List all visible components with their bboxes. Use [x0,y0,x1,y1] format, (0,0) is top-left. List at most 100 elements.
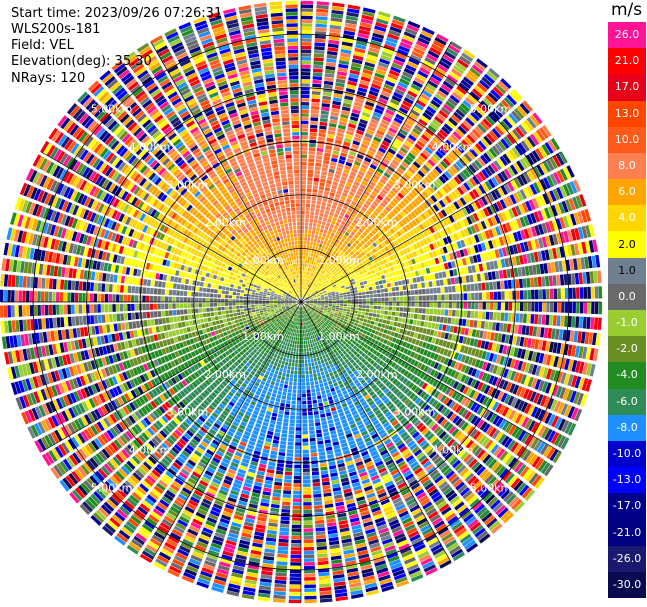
velocity-gate [363,190,370,197]
velocity-gate [324,503,334,509]
velocity-gate [499,155,508,166]
velocity-gate [313,64,324,69]
velocity-gate [597,317,602,330]
velocity-gate [385,109,395,116]
velocity-gate [286,449,294,453]
velocity-gate [344,256,349,261]
velocity-gate [303,252,306,256]
velocity-gate [301,154,307,158]
velocity-gate [304,263,307,267]
velocity-gate [443,207,451,216]
velocity-gate [318,277,322,282]
velocity-gate [369,324,374,329]
velocity-gate [353,101,363,108]
velocity-gate [443,278,448,286]
velocity-gate [307,177,313,181]
velocity-gate [338,241,343,246]
velocity-gate [302,423,308,427]
velocity-gate [487,92,499,103]
velocity-gate [308,264,311,268]
velocity-gate [317,557,329,562]
velocity-gate [331,245,336,250]
velocity-gate [410,189,418,197]
velocity-gate [311,261,314,265]
velocity-gate [373,298,378,302]
velocity-gate [380,310,385,315]
velocity-gate [290,558,301,562]
velocity-gate [418,295,423,301]
velocity-gate [316,151,323,156]
velocity-gate [332,237,337,242]
velocity-gate [458,158,467,167]
velocity-gate [414,308,419,313]
velocity-gate [304,240,307,245]
velocity-gate [307,292,310,296]
velocity-gate [402,197,410,205]
velocity-gate [379,122,389,130]
velocity-gate [408,221,415,229]
velocity-gate [358,295,363,299]
velocity-gate [315,519,325,524]
velocity-gate [451,91,463,101]
velocity-gate [427,80,439,89]
velocity-gate [354,256,360,261]
velocity-gate [317,299,321,301]
velocity-gate [502,323,508,333]
velocity-gate [464,97,476,107]
velocity-gate [456,173,465,183]
velocity-gate [314,361,318,366]
velocity-gate [398,221,405,228]
velocity-gate [420,321,425,327]
velocity-gate [496,158,505,169]
velocity-gate [347,299,351,302]
velocity-gate [318,451,326,456]
velocity-gate [304,348,307,352]
velocity-gate [427,159,436,167]
velocity-gate [403,307,408,312]
velocity-gate [297,337,300,341]
velocity-gate [336,190,342,195]
velocity-gate [355,44,367,50]
velocity-gate [272,492,281,498]
velocity-gate [340,195,347,201]
velocity-gate [359,234,365,240]
velocity-gate [392,292,396,297]
velocity-gate [399,228,405,235]
velocity-gate [500,280,505,290]
velocity-gate [391,141,400,149]
velocity-gate [523,138,533,150]
velocity-gate [341,110,350,116]
velocity-gate [353,136,362,143]
velocity-gate [303,509,313,514]
velocity-gate [474,292,479,300]
velocity-gate [320,205,326,210]
velocity-gate [282,426,288,430]
velocity-gate [325,69,335,75]
velocity-gate [374,217,381,224]
velocity-gate [319,273,323,278]
velocity-gate [320,224,325,229]
velocity-gate [373,226,380,233]
velocity-gate [340,176,347,181]
velocity-gate [301,333,303,337]
velocity-gate [329,372,334,377]
velocity-gate [459,171,468,181]
velocity-gate [298,329,300,334]
velocity-gate [432,204,440,212]
velocity-gate [316,12,328,17]
velocity-gate [328,306,332,309]
velocity-gate [410,149,419,157]
velocity-gate [324,439,331,444]
velocity-gate [321,390,326,395]
velocity-gate [348,225,354,231]
velocity-gate [461,155,470,165]
velocity-gate [341,106,351,112]
velocity-gate [376,65,388,72]
velocity-gate [342,234,348,240]
velocity-gate [326,274,330,278]
velocity-gate [469,91,481,101]
velocity-gate [335,135,344,141]
velocity-gate [396,181,404,189]
velocity-gate [598,302,603,315]
